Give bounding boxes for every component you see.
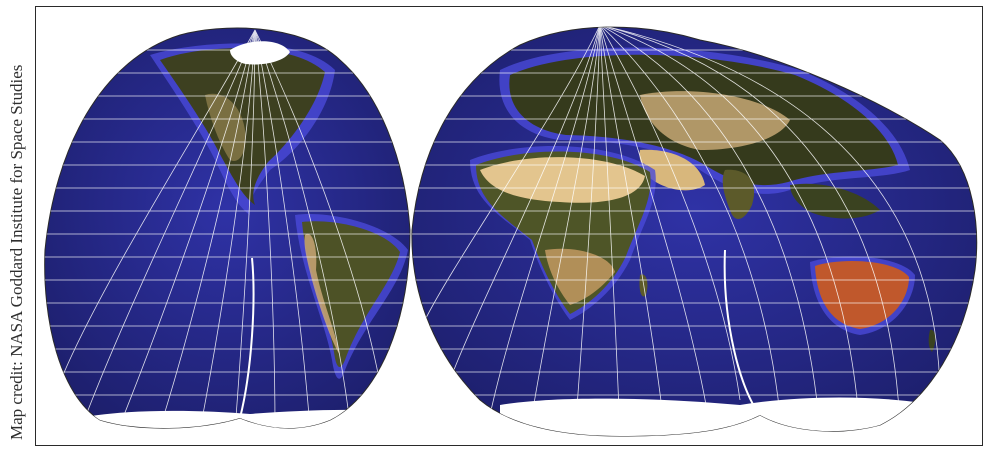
australia-land: [815, 261, 909, 329]
map-credit: Map credit: NASA Goddard Institute for S…: [7, 64, 26, 440]
india: [722, 169, 755, 220]
sahara: [480, 157, 645, 203]
southeast-asia: [790, 183, 880, 219]
andes: [304, 233, 340, 355]
eastern-hemisphere-lobe: [411, 26, 978, 437]
southern-africa: [545, 248, 615, 305]
antarctica-west: [70, 409, 390, 429]
central-asia-arid: [640, 91, 790, 150]
north-america-west: [205, 93, 246, 161]
americas-lobe: [44, 27, 411, 429]
south-america-land: [302, 221, 400, 367]
antarctica-east: [500, 397, 935, 437]
eastern-graticule: [411, 27, 977, 437]
new-zealand: [928, 329, 936, 352]
americas-graticule: [44, 29, 411, 429]
